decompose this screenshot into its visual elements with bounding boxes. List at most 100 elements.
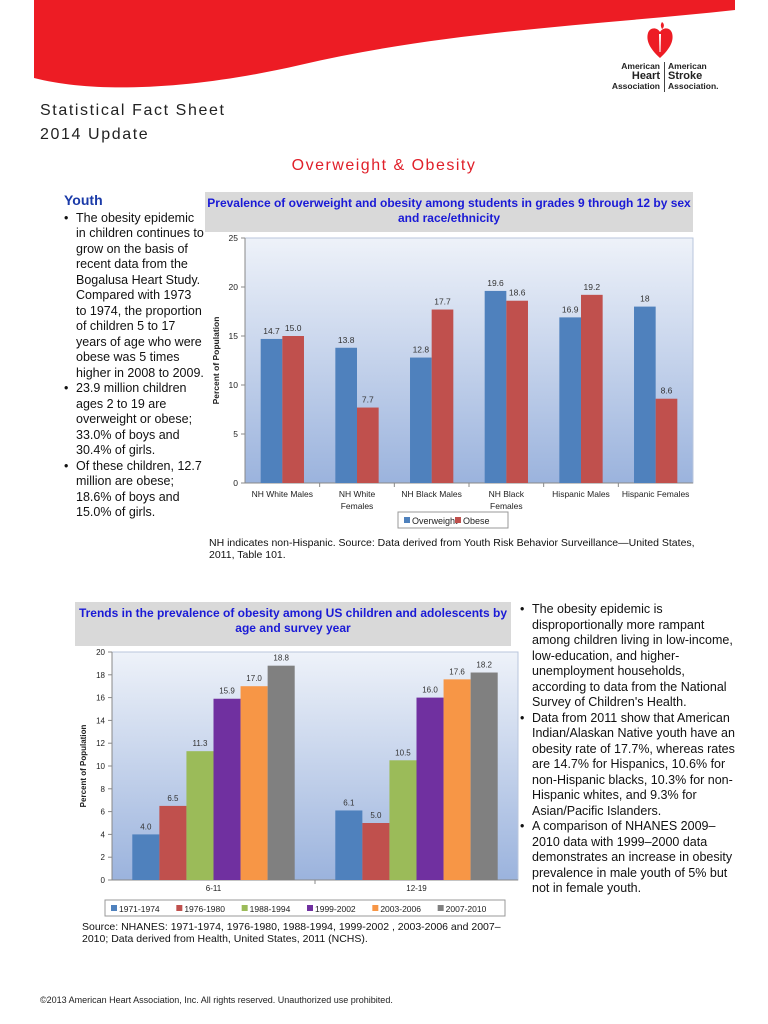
bar-1999-2002: [213, 698, 241, 880]
legend-label: 2007-2010: [446, 904, 487, 914]
data-label: 17.6: [449, 667, 465, 676]
data-label: 8.6: [661, 386, 673, 396]
legend-swatch: [455, 517, 461, 523]
data-label: 16.9: [562, 304, 579, 314]
y-tick-label: 4: [101, 830, 106, 839]
legend-label: Obese: [463, 516, 490, 526]
right-bullet: The obesity epidemic is disproportionall…: [520, 602, 735, 711]
data-label: 19.2: [584, 282, 601, 292]
right-bullet: A comparison of NHANES 2009–2010 data wi…: [520, 819, 735, 897]
legend-label: 1999-2002: [315, 904, 356, 914]
heart-torch-icon: [647, 22, 673, 58]
bar-1971-1974: [132, 834, 160, 880]
legend-box: [104, 899, 506, 917]
y-tick-label: 14: [96, 716, 105, 725]
legend-label: Overweight: [412, 516, 458, 526]
right-bullet: Data from 2011 show that American Indian…: [520, 711, 735, 820]
logo-text: Association.: [668, 81, 719, 91]
y-tick-label: 18: [96, 671, 105, 680]
y-tick-label: 2: [101, 853, 106, 862]
category-label: NH Black Males: [401, 489, 461, 499]
right-column: The obesity epidemic is disproportionall…: [520, 602, 735, 897]
bar-obese: [655, 398, 678, 483]
youth-heading: Youth: [64, 192, 103, 208]
y-tick-label: 12: [96, 739, 105, 748]
y-axis-label: Percent of Population: [79, 725, 88, 808]
data-label: 19.6: [487, 278, 504, 288]
youth-bullet: The obesity epidemic in children continu…: [64, 211, 204, 382]
bar-2007-2010: [267, 665, 295, 880]
category-label: NH Black: [489, 489, 525, 499]
bar-1976-1980: [362, 823, 390, 880]
data-label: 6.5: [167, 794, 179, 803]
youth-bullet: 23.9 million children ages 2 to 19 are o…: [64, 381, 204, 459]
data-label: 18.8: [273, 654, 289, 663]
legend-label: 1971-1974: [119, 904, 160, 914]
data-label: 5.0: [370, 811, 382, 820]
chart2-obesity-trends: 0 2 4 6 8 10 12 14 16 18 20 Percent of Population 6-…: [79, 648, 519, 917]
data-label: 18.2: [476, 661, 492, 670]
logo-text: American: [621, 61, 660, 71]
bar-2003-2006: [443, 679, 471, 880]
data-label: 14.7: [263, 326, 280, 336]
chart1-note: NH indicates non-Hispanic. Source: Data …: [209, 537, 695, 561]
chart2-title: Trends in the prevalence of obesity amon…: [75, 602, 511, 646]
bar-2003-2006: [240, 686, 268, 880]
y-tick-label: 20: [96, 648, 105, 657]
document-title: Statistical Fact Sheet: [40, 102, 226, 119]
bar-2007-2010: [470, 672, 498, 880]
y-tick-label: 20: [229, 282, 239, 292]
legend-swatch: [404, 517, 410, 523]
bar-1999-2002: [416, 697, 444, 880]
chart1-title: Prevalence of overweight and obesity amo…: [205, 192, 693, 232]
bar-1988-1994: [186, 751, 214, 880]
document-subtitle: 2014 Update: [40, 126, 150, 143]
bar-obese: [506, 300, 528, 483]
data-label: 16.0: [422, 686, 438, 695]
legend-box: [397, 511, 509, 529]
category-label: 6-11: [206, 884, 222, 893]
data-label: 15.0: [285, 323, 302, 333]
bar-obese: [581, 294, 603, 483]
legend-swatch: [437, 905, 444, 911]
bar-overweight: [559, 317, 581, 483]
bar-obese: [431, 309, 454, 483]
data-label: 15.9: [219, 687, 235, 696]
legend-swatch: [307, 905, 313, 911]
logo-text: Stroke: [668, 70, 703, 82]
bar-1988-1994: [389, 760, 417, 880]
bar-overweight: [484, 290, 507, 483]
logo-text: Heart: [631, 70, 660, 82]
youth-bullet: Of these children, 12.7 million are obes…: [64, 459, 204, 521]
legend-swatch: [372, 905, 379, 911]
data-label: 17.0: [246, 674, 262, 683]
data-label: 10.5: [395, 748, 411, 757]
y-tick-label: 15: [229, 331, 239, 341]
y-tick-label: 10: [229, 380, 239, 390]
category-label: Females: [341, 501, 374, 511]
y-tick-label: 10: [96, 762, 105, 771]
legend-label: 1976-1980: [184, 904, 225, 914]
bar-1971-1974: [335, 810, 363, 880]
data-label: 4.0: [140, 822, 152, 831]
legend-label: 1988-1994: [250, 904, 291, 914]
category-label: NH White Males: [252, 489, 313, 499]
category-label: Females: [490, 501, 523, 511]
chart1-overweight-obesity: 0 5 10 15 20 25 Percent of Population NH White …: [211, 233, 694, 529]
data-label: 18.6: [509, 288, 526, 298]
bar-overweight: [410, 357, 432, 483]
y-tick-label: 5: [233, 429, 238, 439]
category-label: NH White: [339, 489, 376, 499]
data-label: 11.3: [192, 739, 208, 748]
copyright-footer: ©2013 American Heart Association, Inc. A…: [40, 995, 393, 1005]
y-tick-label: 25: [229, 233, 239, 243]
bar-overweight: [335, 347, 357, 483]
legend-swatch: [111, 905, 117, 911]
data-label: 6.1: [343, 798, 355, 807]
data-label: 18: [640, 294, 650, 304]
category-label: Hispanic Males: [552, 489, 610, 499]
category-label: 12-19: [406, 884, 427, 893]
plot-area: [244, 237, 694, 484]
chart2-source: Source: NHANES: 1971-1974, 1976-1980, 19…: [82, 921, 501, 945]
